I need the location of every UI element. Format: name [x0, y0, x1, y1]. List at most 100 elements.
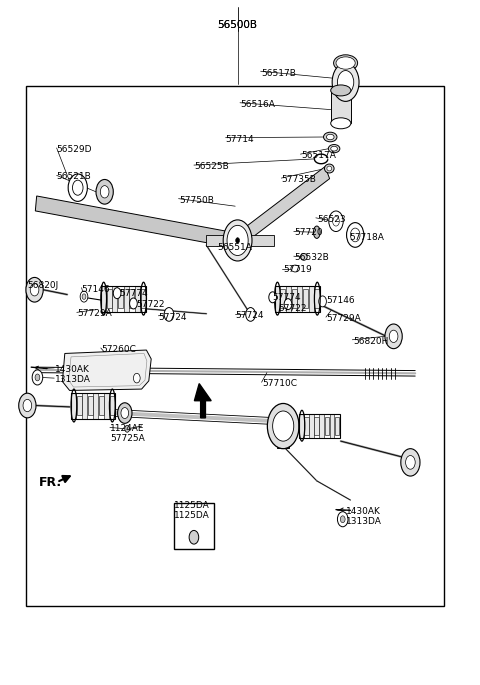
Bar	[292, 289, 297, 308]
Text: 57722: 57722	[136, 299, 165, 309]
Text: 56820H: 56820H	[353, 336, 388, 346]
Bar	[320, 414, 324, 438]
Bar	[304, 416, 309, 435]
Bar	[71, 393, 76, 419]
Bar	[324, 416, 329, 435]
Ellipse shape	[324, 164, 334, 173]
Text: 1430AK: 1430AK	[346, 506, 381, 516]
Bar	[335, 416, 339, 435]
Circle shape	[223, 220, 252, 261]
Circle shape	[72, 180, 83, 195]
Bar	[275, 286, 320, 312]
Bar	[299, 414, 304, 438]
Circle shape	[96, 179, 113, 204]
Bar	[280, 289, 286, 308]
Circle shape	[329, 211, 343, 232]
Ellipse shape	[336, 57, 355, 69]
Bar	[297, 286, 302, 312]
Bar	[101, 286, 146, 312]
Ellipse shape	[313, 226, 320, 238]
Text: 56521B: 56521B	[57, 172, 91, 182]
Circle shape	[236, 238, 240, 243]
Ellipse shape	[331, 85, 351, 96]
Bar	[174, 503, 214, 549]
Text: 57146: 57146	[82, 284, 110, 294]
Circle shape	[319, 296, 326, 307]
Text: 57750B: 57750B	[179, 195, 214, 205]
Text: 57718A: 57718A	[349, 232, 384, 242]
Bar	[277, 426, 289, 448]
Bar	[87, 396, 93, 415]
Text: 57720: 57720	[294, 228, 323, 238]
Polygon shape	[62, 350, 151, 390]
Ellipse shape	[328, 145, 340, 153]
Circle shape	[82, 294, 86, 299]
Text: 57725A: 57725A	[110, 434, 145, 443]
Text: 56529D: 56529D	[57, 145, 92, 154]
Circle shape	[26, 277, 43, 302]
Text: FR.: FR.	[39, 477, 62, 489]
Ellipse shape	[331, 147, 337, 151]
Bar	[77, 396, 82, 415]
Bar	[141, 289, 146, 308]
Bar	[112, 286, 117, 312]
Circle shape	[121, 408, 129, 419]
Text: 56820J: 56820J	[27, 281, 59, 290]
Bar	[135, 286, 140, 312]
Circle shape	[227, 225, 248, 256]
Text: 1125DA: 1125DA	[174, 511, 210, 520]
Ellipse shape	[300, 253, 307, 260]
Text: 56532B: 56532B	[294, 253, 329, 262]
Circle shape	[130, 298, 137, 309]
Bar	[303, 289, 308, 308]
Bar	[71, 393, 115, 419]
Ellipse shape	[324, 132, 337, 142]
Circle shape	[32, 370, 43, 385]
Bar	[275, 286, 280, 312]
Text: 56517A: 56517A	[301, 151, 336, 160]
Text: 57260C: 57260C	[101, 345, 136, 354]
Text: 57710C: 57710C	[262, 379, 297, 388]
Bar	[330, 414, 334, 438]
Circle shape	[332, 63, 359, 101]
Text: 56516A: 56516A	[240, 100, 275, 110]
Circle shape	[340, 516, 345, 523]
Circle shape	[406, 456, 415, 469]
Ellipse shape	[331, 118, 351, 129]
Circle shape	[269, 292, 276, 303]
Bar	[286, 286, 291, 312]
Text: 56551A: 56551A	[217, 243, 252, 253]
Text: 1313DA: 1313DA	[55, 375, 91, 384]
Bar	[314, 289, 320, 308]
Text: 56517B: 56517B	[262, 68, 297, 78]
Text: 57735B: 57735B	[282, 175, 317, 184]
Circle shape	[118, 403, 132, 423]
Circle shape	[333, 216, 339, 226]
Circle shape	[246, 308, 255, 321]
Bar	[109, 396, 115, 415]
Polygon shape	[237, 166, 330, 246]
Circle shape	[350, 228, 360, 242]
Bar	[299, 414, 340, 438]
Circle shape	[267, 403, 299, 449]
Ellipse shape	[327, 166, 332, 171]
Circle shape	[273, 411, 294, 441]
Bar	[104, 393, 109, 419]
Bar	[93, 393, 98, 419]
Text: 56500B: 56500B	[217, 21, 258, 30]
Text: 57722: 57722	[278, 303, 307, 313]
Text: 1125DA: 1125DA	[174, 501, 210, 510]
Text: 57774: 57774	[119, 288, 148, 298]
Bar	[309, 286, 314, 312]
Circle shape	[80, 291, 88, 302]
Circle shape	[23, 399, 32, 412]
Circle shape	[113, 288, 121, 299]
Text: 57714: 57714	[226, 135, 254, 145]
Circle shape	[100, 186, 109, 198]
Text: 56500B: 56500B	[217, 21, 258, 30]
Text: 57146: 57146	[326, 295, 355, 305]
Text: 57729A: 57729A	[77, 309, 111, 319]
Bar	[101, 286, 106, 312]
Circle shape	[385, 324, 402, 349]
Bar	[314, 416, 319, 435]
